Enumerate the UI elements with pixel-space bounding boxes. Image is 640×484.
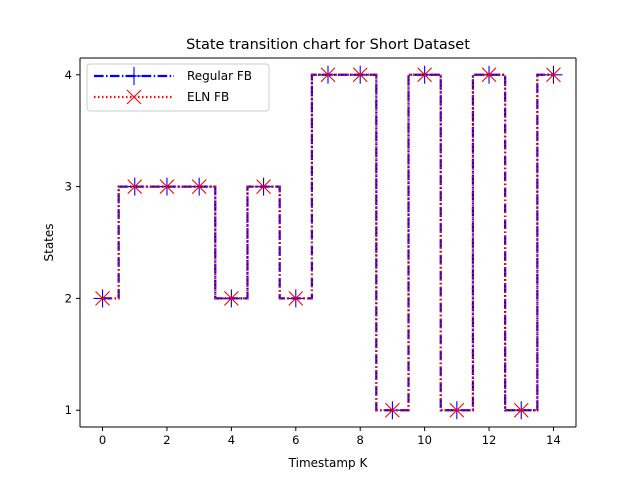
data-point-marker bbox=[95, 291, 110, 306]
chart-title: State transition chart for Short Dataset bbox=[186, 37, 470, 53]
legend-label: ELN FB bbox=[187, 90, 229, 104]
y-tick-label: 1 bbox=[65, 403, 72, 417]
legend-entry: Regular FB bbox=[94, 67, 252, 85]
plot-area bbox=[80, 58, 576, 427]
data-point-marker bbox=[546, 67, 561, 83]
legend: Regular FB ELN FB bbox=[86, 63, 270, 112]
data-point-marker bbox=[159, 179, 175, 194]
x-tick-label: 6 bbox=[292, 433, 299, 447]
y-tick-label: 4 bbox=[65, 68, 72, 82]
axes-frame bbox=[79, 57, 577, 428]
data-point-marker bbox=[191, 179, 207, 194]
data-point-marker bbox=[127, 179, 143, 194]
y-tick-label: 3 bbox=[65, 180, 72, 194]
x-tick-label: 0 bbox=[99, 433, 106, 447]
data-point-marker bbox=[417, 67, 433, 83]
y-axis-ticks: 1 2 3 4 bbox=[65, 68, 80, 417]
y-tick-label: 2 bbox=[65, 291, 72, 305]
legend-marker bbox=[126, 89, 142, 105]
data-point-marker bbox=[449, 402, 465, 418]
x-axis-ticks: 0 2 4 6 8 10 12 14 bbox=[99, 427, 561, 447]
x-tick-label: 14 bbox=[546, 433, 561, 447]
x-tick-label: 4 bbox=[228, 433, 235, 447]
series-eln-fb bbox=[95, 67, 561, 418]
data-point-marker bbox=[223, 291, 239, 306]
data-point-marker bbox=[513, 402, 529, 418]
y-axis-label: States bbox=[42, 223, 56, 261]
x-tick-label: 2 bbox=[163, 433, 170, 447]
data-point-marker bbox=[481, 67, 497, 83]
x-tick-label: 10 bbox=[417, 433, 432, 447]
data-point-marker bbox=[352, 67, 368, 83]
data-point-marker bbox=[256, 179, 271, 194]
data-point-marker bbox=[385, 402, 400, 418]
series-layer bbox=[93, 65, 563, 420]
legend-label: Regular FB bbox=[187, 69, 252, 83]
series-line bbox=[102, 73, 554, 412]
data-point-marker bbox=[288, 291, 304, 306]
x-tick-label: 12 bbox=[482, 433, 497, 447]
x-tick-label: 8 bbox=[357, 433, 364, 447]
legend-entry: ELN FB bbox=[94, 89, 229, 105]
legend-marker bbox=[125, 67, 143, 85]
x-axis-label: Timestamp K bbox=[288, 456, 369, 470]
data-point-marker bbox=[320, 67, 336, 83]
